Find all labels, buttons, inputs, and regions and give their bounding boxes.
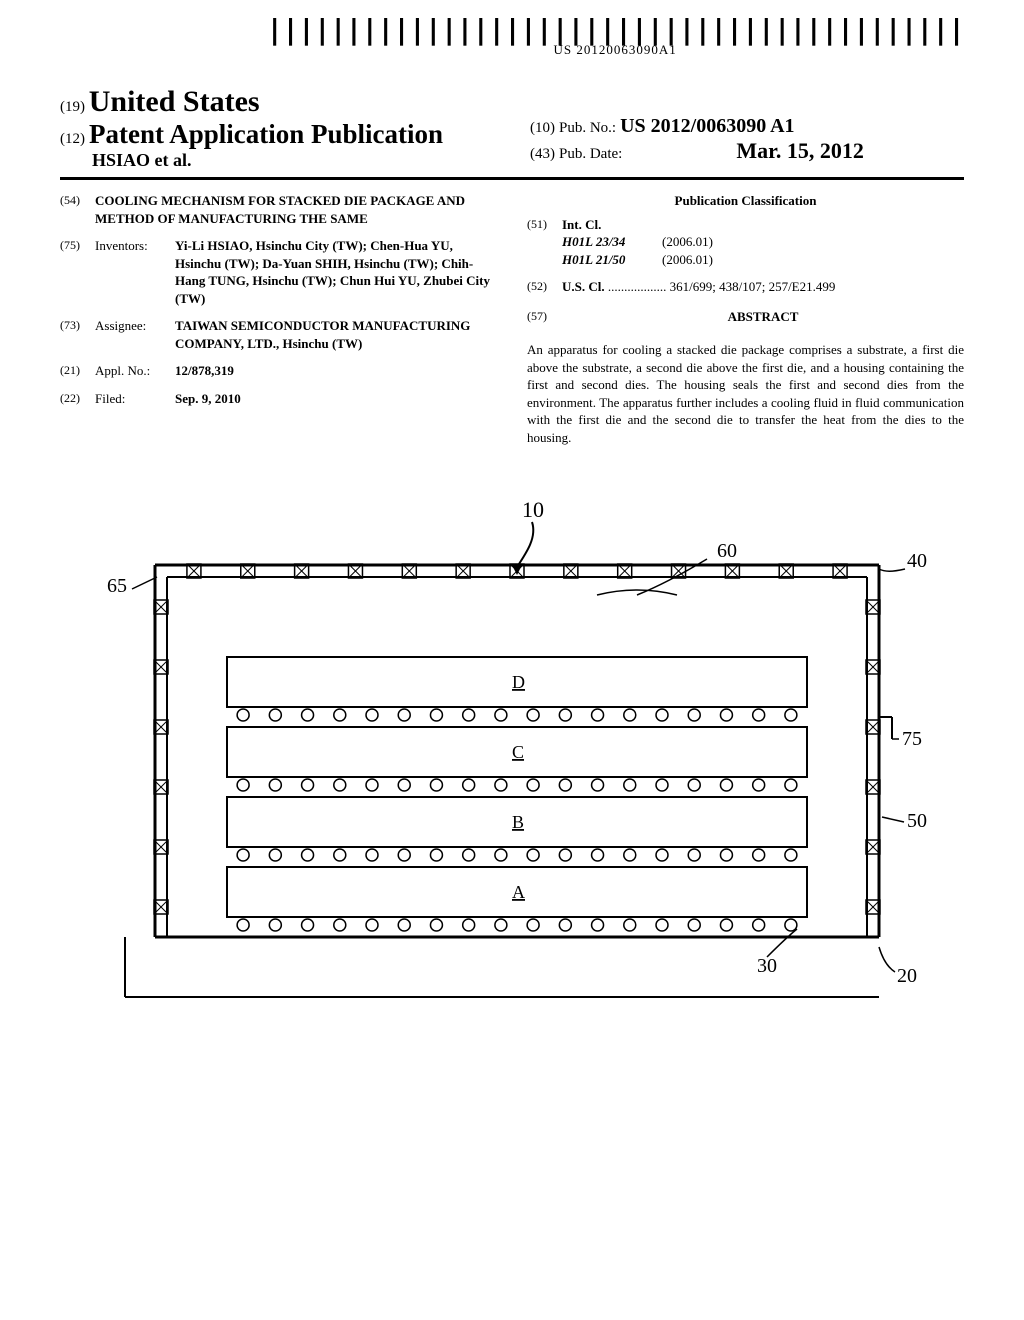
field-43-num: (43) [530, 146, 555, 162]
svg-text:30: 30 [757, 955, 777, 977]
svg-text:50: 50 [907, 810, 927, 832]
svg-text:60: 60 [717, 540, 737, 562]
svg-text:A: A [512, 882, 525, 902]
field-54-num: (54) [60, 192, 95, 227]
assignee-body: TAIWAN SEMICONDUCTOR MANUFACTURING COMPA… [175, 317, 497, 352]
figure-svg: 10 60 40 65 A B C D 30 20 75 50 [77, 477, 947, 1017]
svg-text:20: 20 [897, 965, 917, 987]
field-12-num: (12) [60, 131, 85, 147]
biblio-columns: (54) COOLING MECHANISM FOR STACKED DIE P… [60, 192, 964, 447]
invention-title: COOLING MECHANISM FOR STACKED DIE PACKAG… [95, 192, 497, 227]
classification-heading: Publication Classification [527, 192, 964, 210]
uscl-body: U.S. Cl. .................. 361/699; 438… [562, 278, 964, 296]
svg-text:10: 10 [522, 497, 544, 522]
filed-label: Filed: [95, 390, 175, 408]
field-51-num: (51) [527, 216, 562, 269]
header-right: (10) Pub. No.: US 2012/0063090 A1 (43) P… [530, 115, 864, 164]
svg-text:65: 65 [107, 575, 127, 597]
intcl-list: H01L 23/34(2006.01)H01L 21/50(2006.01) [562, 233, 964, 268]
filed-body: Sep. 9, 2010 [175, 390, 497, 408]
intcl-row: H01L 21/50(2006.01) [562, 251, 964, 269]
barcode-block: ||||||||||||||||||||||||||||||||||||||||… [266, 20, 964, 58]
abstract-heading: ABSTRACT [562, 308, 964, 326]
abstract-text: An apparatus for cooling a stacked die p… [527, 341, 964, 446]
authors: HSIAO et al. [92, 150, 192, 170]
svg-text:75: 75 [902, 728, 922, 750]
publication-type: Patent Application Publication [89, 119, 443, 149]
barcode-graphic: ||||||||||||||||||||||||||||||||||||||||… [266, 20, 964, 40]
svg-text:40: 40 [907, 550, 927, 572]
field-10-num: (10) [530, 120, 555, 136]
applno-body: 12/878,319 [175, 362, 497, 380]
field-57-num: (57) [527, 308, 562, 332]
svg-text:B: B [512, 812, 524, 832]
field-73-num: (73) [60, 317, 95, 352]
field-22-num: (22) [60, 390, 95, 408]
intcl-row: H01L 23/34(2006.01) [562, 233, 964, 251]
right-column: Publication Classification (51) Int. Cl.… [527, 192, 964, 447]
pub-number: US 2012/0063090 A1 [620, 115, 794, 137]
figure: 10 60 40 65 A B C D 30 20 75 50 [60, 477, 964, 1017]
country-name: United States [89, 85, 260, 118]
intcl-label: Int. Cl. [562, 216, 964, 234]
assignee-label: Assignee: [95, 317, 175, 352]
pubdate-label: Pub. Date: [559, 146, 622, 162]
inventors-body: Yi-Li HSIAO, Hsinchu City (TW); Chen-Hua… [175, 237, 497, 307]
left-column: (54) COOLING MECHANISM FOR STACKED DIE P… [60, 192, 497, 447]
field-21-num: (21) [60, 362, 95, 380]
divider [60, 177, 964, 180]
field-75-num: (75) [60, 237, 95, 307]
field-52-num: (52) [527, 278, 562, 296]
pub-date: Mar. 15, 2012 [736, 138, 864, 163]
applno-label: Appl. No.: [95, 362, 175, 380]
field-19-num: (19) [60, 99, 85, 115]
svg-text:D: D [512, 672, 525, 692]
pubno-label: Pub. No.: [559, 120, 616, 136]
svg-text:C: C [512, 742, 524, 762]
inventors-label: Inventors: [95, 237, 175, 307]
